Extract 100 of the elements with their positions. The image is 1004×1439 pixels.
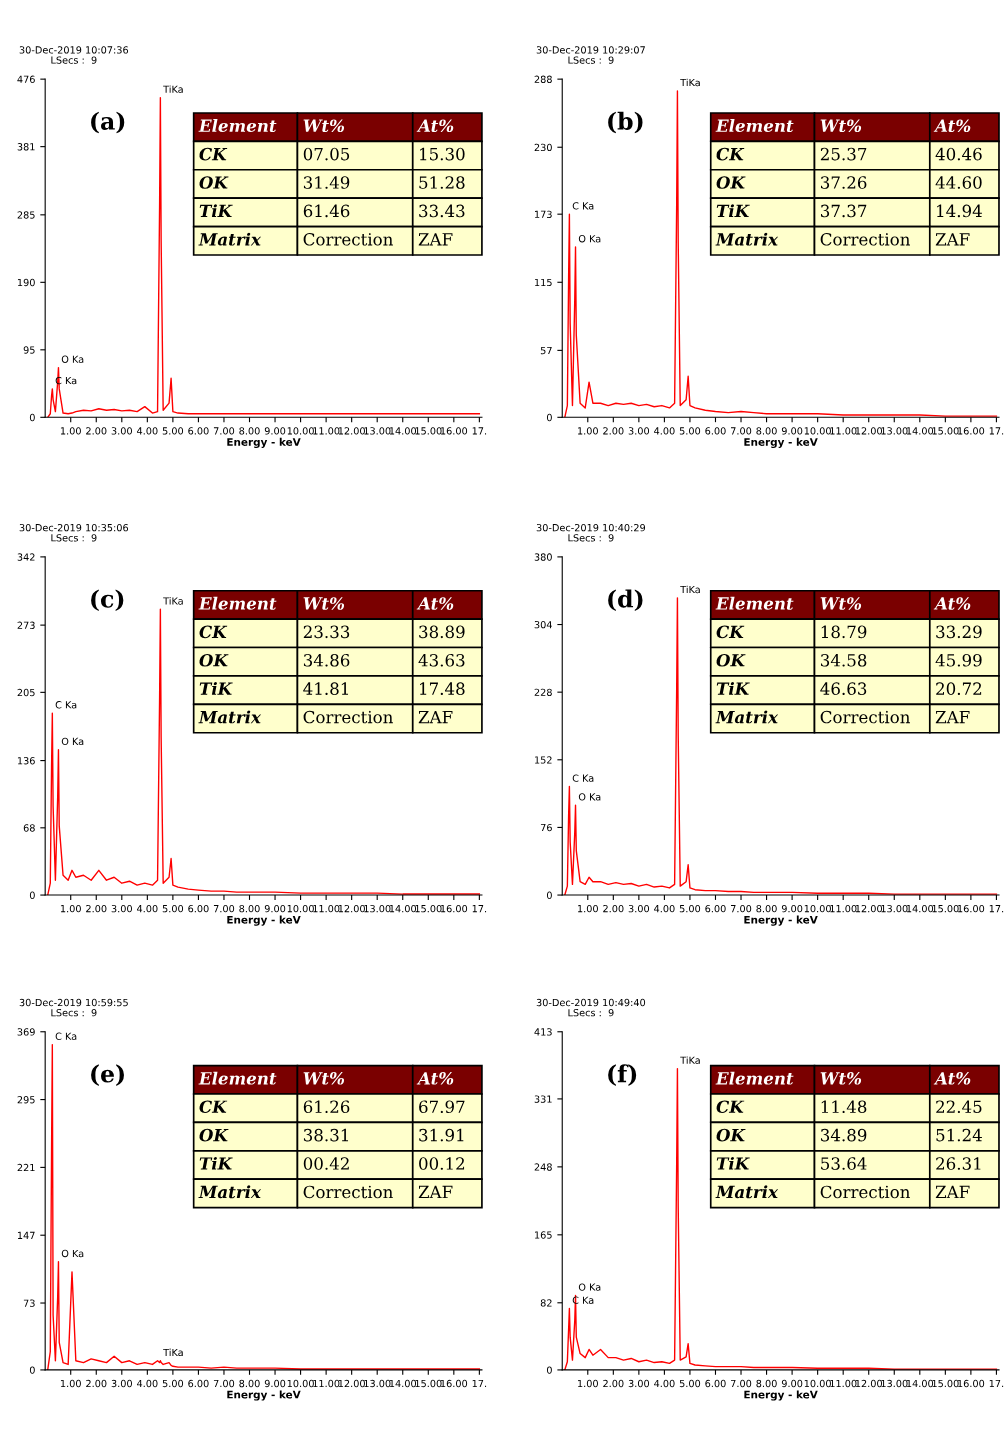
annotation: 34.86	[303, 653, 350, 667]
annotation: At%	[933, 1072, 971, 1085]
chart-subtitle: 30-Dec-2019 10:07:36 LSecs : 9	[19, 46, 129, 64]
x-tick-label: 11.00	[830, 427, 857, 435]
x-tick-label: 11.00	[313, 427, 340, 435]
x-tick-label: 12.00	[338, 904, 365, 913]
x-tick-label: 9.00	[781, 1379, 803, 1388]
x-tick-label: 16.00	[958, 1379, 985, 1388]
annotation: Correction	[303, 233, 393, 246]
x-tick-label: 1.00	[578, 904, 598, 913]
x-tick-label: 2.00	[603, 904, 624, 913]
y-tick-label: 152	[535, 756, 552, 764]
annotation: CK	[716, 1100, 745, 1114]
y-tick-label: 136	[17, 757, 35, 765]
annotation: TiKa	[680, 585, 700, 594]
annotation: CK	[716, 147, 745, 161]
y-tick-label: 342	[17, 553, 35, 561]
y-tick-label: 476	[17, 75, 35, 83]
x-tick-label: 11.00	[830, 904, 857, 913]
annotation: CK	[716, 625, 745, 639]
y-tick-label: 304	[534, 621, 552, 629]
annotation: Correction	[303, 1185, 393, 1199]
annotation: Correction	[820, 1185, 910, 1199]
x-tick-label: 9.00	[781, 904, 803, 913]
x-tick-label: 1.00	[578, 1379, 598, 1388]
annotation: 34.89	[821, 1128, 867, 1142]
annotation: O Ka	[578, 793, 601, 801]
annotation: 00.12	[419, 1157, 465, 1170]
x-tick-label: 5.00	[162, 427, 184, 435]
annotation: O Ka	[61, 1249, 84, 1258]
x-tick-label: 17.	[989, 427, 1004, 435]
x-tick-label: 4.00	[136, 904, 158, 913]
annotation: 20.72	[936, 682, 982, 695]
x-tick-label: 10.00	[804, 1379, 831, 1388]
y-tick-label: 165	[535, 1231, 552, 1239]
annotation: 45.99	[935, 653, 982, 667]
x-tick-label: 8.00	[239, 1379, 260, 1388]
annotation: 18.79	[821, 625, 867, 639]
text: (d)	[608, 589, 643, 612]
y-tick-label: 0	[546, 413, 552, 422]
annotation: 61.26	[303, 1100, 350, 1114]
annotation: 07.05	[303, 147, 350, 161]
annotation: 67.97	[419, 1100, 465, 1114]
y-tick-label: 381	[17, 143, 35, 151]
x-tick-label: 8.00	[239, 427, 260, 435]
text: (e)	[91, 1064, 124, 1086]
annotation: OK	[199, 176, 229, 189]
annotation: Correction	[303, 710, 393, 724]
y-tick-label: 0	[546, 891, 552, 899]
annotation: 33.29	[936, 625, 982, 639]
annotation: CK	[199, 625, 228, 639]
x-tick-label: 6.00	[705, 904, 726, 913]
x-tick-label: 3.00	[628, 427, 650, 435]
x-tick-label: 12.00	[855, 427, 882, 435]
annotation: OK	[199, 653, 229, 667]
x-tick-label: 10.00	[287, 1379, 314, 1388]
y-tick-label: 0	[29, 413, 35, 422]
annotation: Matrix	[715, 232, 779, 246]
x-tick-label: 15.00	[415, 1379, 442, 1388]
x-tick-label: 1.00	[60, 1379, 81, 1388]
annotation: 00.42	[303, 1157, 349, 1170]
annotation: 17.48	[420, 682, 465, 695]
annotation: 25.37	[820, 147, 867, 161]
x-tick-label: 17.	[472, 905, 487, 913]
annotation: 37.26	[821, 176, 867, 189]
chart-subtitle: 30-Dec-2019 10:59:55 LSecs : 9	[19, 998, 128, 1017]
x-tick-label: 10.00	[287, 904, 314, 913]
annotation: Matrix	[198, 232, 262, 246]
x-tick-label: 3.00	[111, 1379, 132, 1388]
annotation: Correction	[820, 710, 910, 724]
x-tick-label: 5.00	[679, 904, 701, 913]
x-tick-label: 13.00	[364, 904, 391, 913]
y-tick-label: 0	[29, 1366, 35, 1374]
text: (a)	[91, 111, 125, 134]
x-tick-label: 14.00	[389, 427, 417, 435]
x-tick-label: 13.00	[364, 1379, 391, 1388]
annotation: OK	[199, 1128, 229, 1142]
x-tick-label: 5.00	[162, 1379, 184, 1388]
x-tick-label: 8.00	[756, 427, 777, 435]
annotation: Element	[715, 596, 794, 610]
x-tick-label: 14.00	[389, 904, 417, 913]
y-tick-label: 115	[535, 278, 552, 287]
y-tick-label: 0	[29, 891, 35, 899]
annotation: 51.24	[936, 1128, 982, 1142]
x-tick-label: 11.00	[313, 1379, 340, 1388]
annotation: Wt%	[820, 1072, 862, 1085]
x-tick-label: 12.00	[338, 427, 365, 435]
x-tick-label: 4.00	[136, 1379, 158, 1388]
annotation: CK	[199, 147, 228, 161]
x-tick-label: 1.00	[60, 904, 81, 913]
annotation: Element	[715, 1071, 794, 1085]
annotation: 46.63	[820, 682, 867, 695]
annotation: 23.33	[303, 625, 350, 639]
chart-subtitle: 30-Dec-2019 10:35:06 LSecs : 9	[19, 523, 129, 542]
annotation: Matrix	[715, 710, 779, 724]
x-axis-title: Energy - keV	[227, 437, 301, 448]
annotation: 43.63	[418, 653, 465, 667]
x-tick-label: 16.00	[958, 427, 985, 435]
y-tick-label: 95	[23, 346, 35, 354]
y-tick-label: 82	[540, 1299, 552, 1307]
